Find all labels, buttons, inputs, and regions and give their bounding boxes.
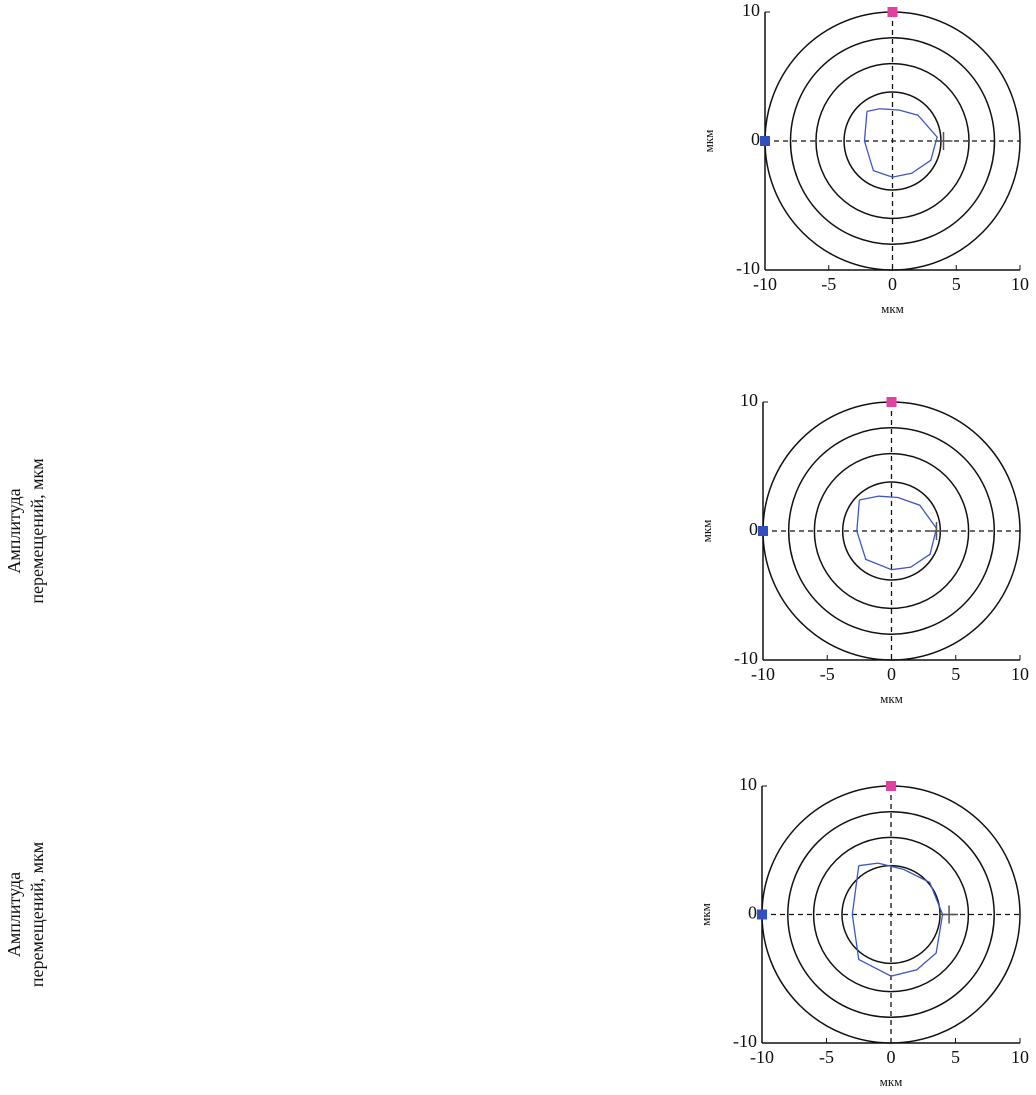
- x-tick-label: -10: [751, 664, 775, 684]
- orbit-line: [863, 108, 938, 178]
- x-tick-label: -5: [820, 664, 835, 684]
- marker: [757, 909, 767, 920]
- cross-marker: [940, 905, 959, 924]
- x-axis-label: мкм: [880, 1074, 903, 1089]
- y-tick-label: 10: [740, 390, 758, 410]
- ring: [787, 810, 995, 1019]
- x-tick-label: -10: [753, 274, 777, 294]
- y-tick-label: 0: [749, 519, 758, 539]
- marker: [886, 397, 897, 407]
- x-tick-label: 10: [1011, 1047, 1029, 1067]
- side-label: перемещений, мкм: [27, 842, 47, 987]
- orbit-line: [856, 495, 938, 571]
- side-label: Амплитуда: [4, 488, 24, 573]
- ring: [812, 836, 970, 993]
- x-tick-label: -5: [821, 274, 836, 294]
- marker: [758, 526, 768, 536]
- x-axis-label: мкм: [880, 691, 903, 706]
- cross-marker: [927, 522, 946, 540]
- ring: [787, 427, 996, 635]
- x-tick-label: 5: [951, 664, 960, 684]
- x-tick-label: 10: [1011, 274, 1029, 294]
- y-tick-label: -10: [733, 1031, 757, 1051]
- x-tick-label: 10: [1011, 664, 1029, 684]
- y-tick-label: 10: [742, 0, 760, 20]
- orbit-line: [851, 862, 944, 977]
- marker: [887, 7, 898, 17]
- marker: [886, 781, 896, 791]
- y-axis-label: мкм: [698, 903, 713, 926]
- y-axis-label: мкм: [701, 130, 716, 153]
- marker: [760, 136, 770, 146]
- y-axis-label: мкм: [699, 520, 714, 543]
- x-tick-label: 0: [888, 274, 897, 294]
- x-tick-label: -5: [819, 1047, 834, 1067]
- y-tick-label: -10: [736, 258, 760, 278]
- x-tick-label: 0: [887, 664, 896, 684]
- x-tick-label: 5: [951, 1047, 960, 1067]
- y-tick-label: 0: [751, 129, 760, 149]
- cross-marker: [934, 132, 953, 150]
- side-label: Амплитуда: [4, 872, 24, 957]
- y-tick-label: 0: [748, 903, 757, 923]
- ring: [815, 62, 970, 220]
- x-tick-label: -10: [750, 1047, 774, 1067]
- x-tick-label: 0: [887, 1047, 896, 1067]
- y-tick-label: 10: [739, 774, 757, 794]
- x-axis-label: мкм: [881, 301, 904, 316]
- ring: [813, 452, 970, 610]
- x-tick-label: 5: [952, 274, 961, 294]
- side-label: перемещений, мкм: [27, 458, 47, 603]
- y-tick-label: -10: [734, 648, 758, 668]
